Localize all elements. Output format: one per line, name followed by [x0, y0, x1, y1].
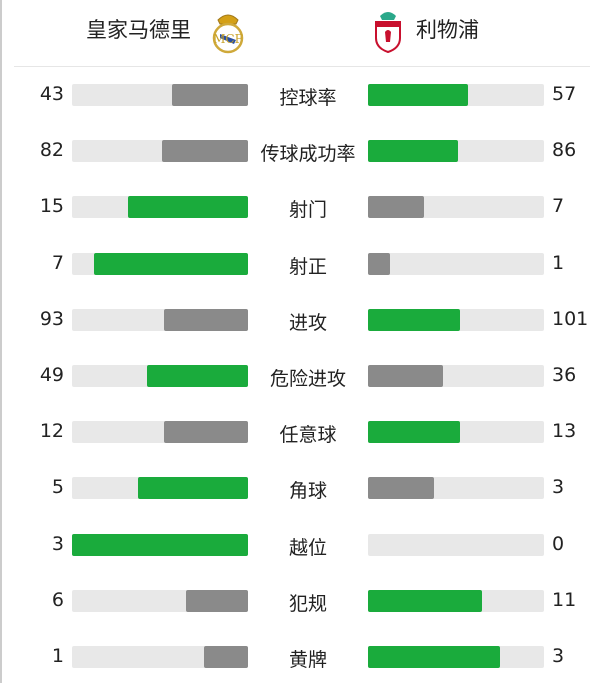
stat-label: 进攻 [288, 311, 327, 334]
away-value: 3 [552, 476, 565, 499]
away-value: 57 [552, 83, 577, 105]
home-bar-track [72, 308, 248, 331]
stat-row: 3 越位 0 [2, 525, 600, 565]
stat-row: 6 犯规 11 [2, 581, 600, 621]
home-bar-track [72, 252, 248, 275]
home-value: 49 [39, 364, 64, 386]
away-bar-fill [368, 589, 482, 612]
home-value: 7 [51, 251, 64, 274]
home-value: 82 [39, 139, 64, 162]
stat-row: 5 角球 3 [2, 468, 600, 508]
stat-row: 93 进攻 101 [2, 300, 600, 340]
away-value: 7 [552, 195, 565, 218]
home-value: 12 [39, 420, 64, 443]
away-value: 1 [552, 251, 565, 274]
home-bar-fill [146, 365, 248, 387]
home-bar-fill [72, 533, 248, 556]
stat-row: 15 射门 7 [2, 187, 600, 227]
away-bar-track [368, 308, 544, 331]
home-value: 6 [51, 588, 64, 611]
home-team-name: 皇家马德里 [86, 18, 191, 42]
real-madrid-crest-icon: MCF [212, 14, 244, 54]
home-bar-track [72, 421, 248, 444]
stat-label: 黄牌 [288, 649, 327, 671]
stat-label: 控球率 [279, 87, 337, 109]
away-bar-fill [368, 365, 443, 387]
away-value: 13 [552, 420, 577, 443]
home-value: 93 [39, 307, 64, 330]
home-bar-track [72, 477, 248, 500]
home-bar-fill [94, 252, 248, 275]
away-bar-track [368, 589, 544, 612]
home-bar-track [72, 84, 248, 106]
stat-label: 任意球 [279, 424, 337, 447]
away-value: 36 [552, 364, 577, 386]
stat-row: 49 危险进攻 36 [2, 356, 600, 396]
away-bar-fill [368, 252, 390, 275]
stat-row: 43 控球率 57 [2, 75, 600, 115]
away-bar-fill [368, 308, 460, 331]
divider [14, 66, 590, 67]
home-value: 5 [51, 476, 64, 499]
home-bar-track [72, 589, 248, 612]
away-bar-track [368, 252, 544, 275]
home-bar-fill [138, 477, 248, 500]
away-bar-track [368, 196, 544, 219]
home-bar-fill [163, 421, 248, 444]
match-header: 皇家马德里 MCF 利物浦 [2, 0, 600, 70]
away-bar-track [368, 533, 544, 556]
away-bar-track [368, 365, 544, 387]
away-value: 3 [552, 645, 565, 667]
home-value: 3 [51, 532, 64, 555]
stat-row: 12 任意球 13 [2, 412, 600, 452]
home-bar-fill [204, 646, 248, 668]
away-bar-track [368, 477, 544, 500]
away-value: 86 [552, 139, 577, 162]
away-bar-fill [368, 477, 434, 500]
home-bar-track [72, 365, 248, 387]
stat-label: 危险进攻 [269, 368, 346, 390]
home-value: 1 [51, 645, 64, 667]
stat-label: 射门 [288, 199, 327, 222]
home-bar-track [72, 196, 248, 219]
away-team-name: 利物浦 [416, 18, 479, 42]
svg-text:MCF: MCF [213, 32, 243, 46]
stat-row: 1 黄牌 3 [2, 637, 600, 677]
home-bar-track [72, 533, 248, 556]
stat-label: 越位 [288, 536, 327, 559]
home-bar-track [72, 140, 248, 163]
away-bar-fill [368, 140, 459, 163]
away-bar-fill [368, 84, 469, 106]
home-bar-fill [128, 196, 248, 219]
stat-label: 角球 [288, 480, 327, 503]
liverpool-crest-icon [375, 12, 401, 54]
away-value: 101 [552, 307, 589, 330]
away-bar-track [368, 421, 544, 444]
stat-label: 犯规 [288, 592, 327, 615]
away-bar-track [368, 646, 544, 668]
home-bar-fill [185, 589, 248, 612]
stat-label: 传球成功率 [260, 143, 356, 166]
away-bar-fill [368, 196, 424, 219]
stat-row: 7 射正 1 [2, 244, 600, 284]
away-bar-fill [368, 421, 460, 444]
away-value: 0 [552, 532, 565, 555]
home-bar-track [72, 646, 248, 668]
away-bar-track [368, 84, 544, 106]
away-bar-fill [368, 646, 500, 668]
stat-label: 射正 [288, 255, 327, 278]
stat-row: 82 传球成功率 86 [2, 131, 600, 171]
home-value: 15 [39, 195, 64, 218]
home-bar-fill [172, 84, 248, 106]
home-bar-fill [162, 140, 248, 163]
home-value: 43 [39, 83, 64, 105]
away-bar-track [368, 140, 544, 163]
home-bar-fill [163, 308, 248, 331]
away-value: 11 [552, 588, 577, 611]
